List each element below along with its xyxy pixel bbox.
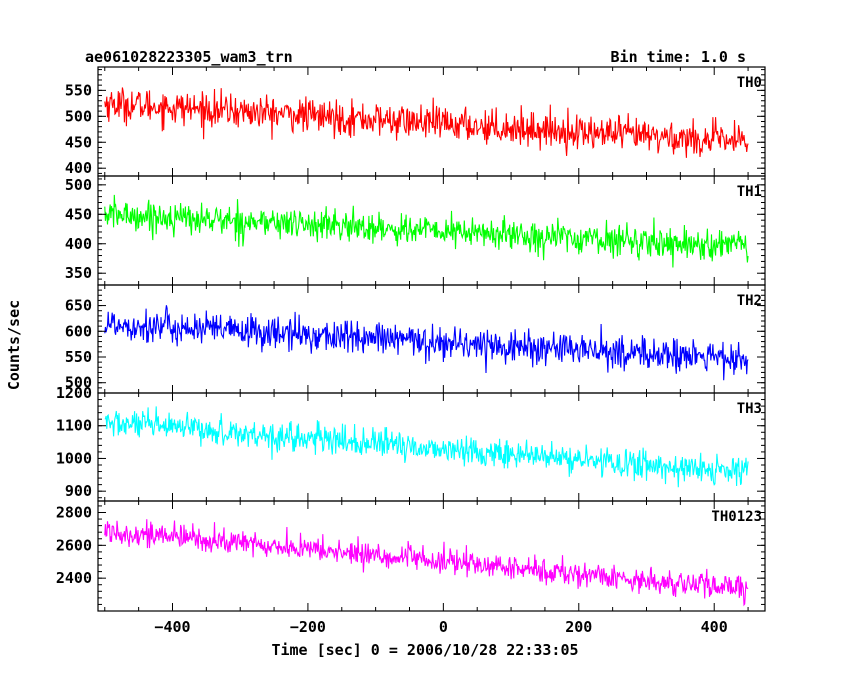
x-tick-label: 0 — [439, 618, 448, 636]
panel-label: TH3 — [737, 401, 762, 417]
series-line-th3 — [104, 406, 749, 488]
panel-frame — [97, 500, 766, 612]
bin-time-label: Bin time: 1.0 s — [611, 48, 746, 66]
y-tick-label: 450 — [65, 133, 92, 151]
y-tick-label: 900 — [65, 482, 92, 500]
y-tick-label: 500 — [65, 176, 92, 194]
y-tick-label: 1100 — [56, 417, 92, 435]
x-tick-label: −400 — [154, 618, 190, 636]
y-tick-label: 2800 — [56, 503, 92, 521]
panel-th3: 900 1000 1100 1200 TH3 — [56, 384, 766, 502]
y-tick-label: 550 — [65, 348, 92, 366]
panel-frame — [97, 392, 766, 502]
series-line-th2 — [104, 305, 749, 381]
y-tick-label: 500 — [65, 374, 92, 392]
y-tick-label: 650 — [65, 297, 92, 315]
x-axis-title: Time [sec] 0 = 2006/10/28 22:33:05 — [271, 641, 578, 659]
y-tick-label: 550 — [65, 81, 92, 99]
y-tick-label: 400 — [65, 235, 92, 253]
y-tick-label: 2600 — [56, 536, 92, 554]
y-tick-label: 400 — [65, 159, 92, 177]
y-tick-label: 2400 — [56, 569, 92, 587]
panel-th2: 500 550 600 650 TH2 — [65, 284, 766, 394]
y-tick-label: 500 — [65, 107, 92, 125]
x-tick-label: −200 — [290, 618, 326, 636]
panel-th0: 400 450 500 550 TH0 — [65, 66, 766, 177]
x-tick-label: 400 — [701, 618, 728, 636]
x-tick-label: 200 — [565, 618, 592, 636]
series-line-th0 — [104, 87, 749, 158]
series-line-th1 — [104, 194, 749, 268]
y-tick-label: 450 — [65, 205, 92, 223]
y-tick-label: 350 — [65, 264, 92, 282]
panel-label: TH2 — [737, 293, 762, 309]
y-tick-label: 1200 — [56, 384, 92, 402]
plot-title: ae061028223305_wam3_trn — [85, 48, 293, 66]
y-axis-title: Counts/sec — [5, 300, 23, 390]
panel-label: TH0 — [737, 75, 762, 91]
panel-th0123: 2400 2600 2800 TH0123 — [56, 500, 766, 612]
panel-th1: 350 400 450 500 TH1 — [65, 175, 766, 286]
panel-frame — [97, 66, 766, 177]
panel-label: TH0123 — [711, 509, 762, 525]
y-tick-label: 1000 — [56, 449, 92, 467]
panel-label: TH1 — [737, 184, 762, 200]
y-tick-label: 600 — [65, 322, 92, 340]
panels-group: 400 450 500 550 TH0 350 400 450 500 TH1 500 550 600 6… — [56, 66, 766, 612]
x-axis: −400 −200 0 200 400 — [154, 618, 727, 636]
series-line-th0123 — [104, 519, 749, 607]
